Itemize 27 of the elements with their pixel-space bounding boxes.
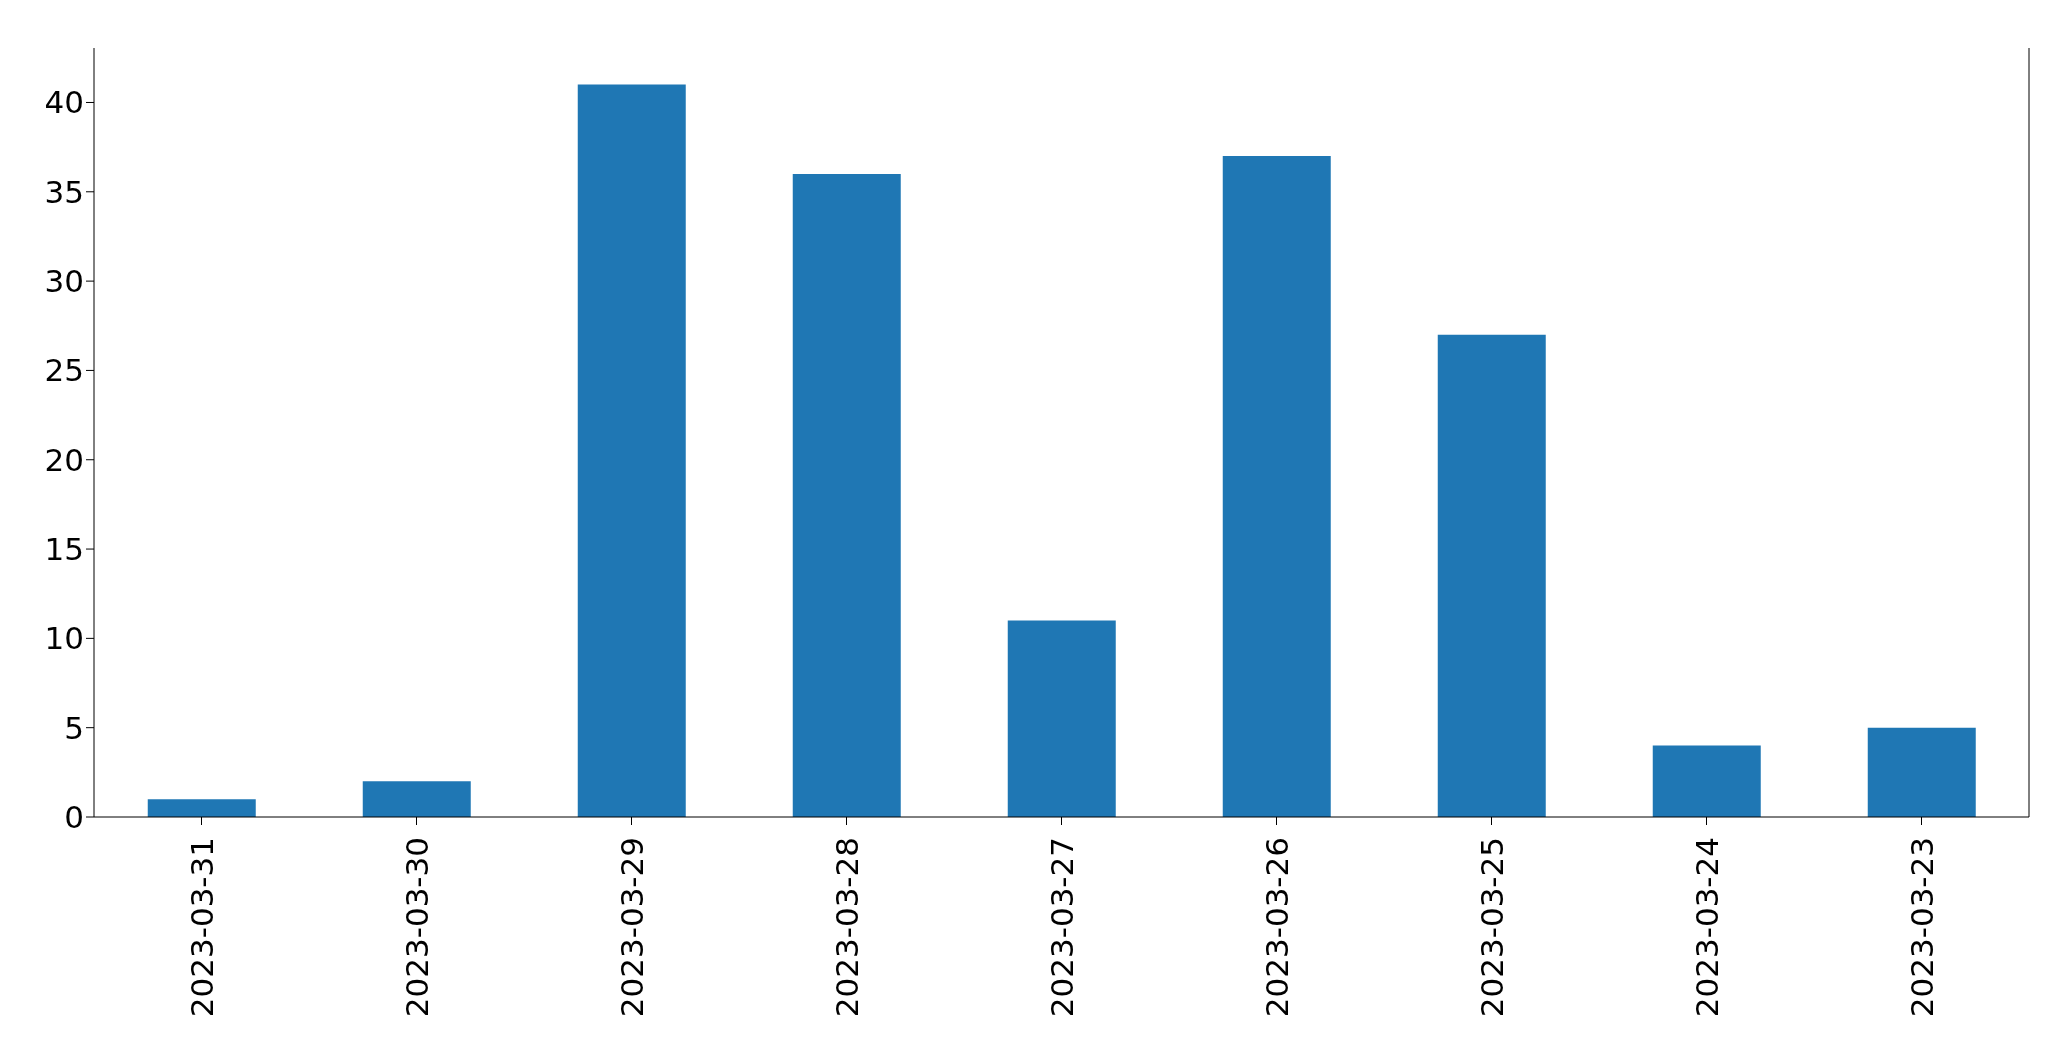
bar xyxy=(1437,334,1546,817)
bar xyxy=(362,781,471,817)
x-tick-label: 2023-03-24 xyxy=(1688,837,1725,1018)
y-tick-label: 25 xyxy=(44,352,84,389)
bar xyxy=(1222,156,1331,817)
bar xyxy=(147,799,256,817)
y-tick-label: 40 xyxy=(44,84,84,121)
y-tick-label: 35 xyxy=(44,173,84,210)
y-tick-label: 15 xyxy=(44,531,84,568)
x-tick-label: 2023-03-29 xyxy=(613,837,650,1018)
y-tick-label: 20 xyxy=(44,441,84,478)
bar xyxy=(1007,620,1116,817)
x-tick-label: 2023-03-27 xyxy=(1043,837,1080,1018)
x-tick-label: 2023-03-25 xyxy=(1473,837,1510,1018)
x-tick-label: 2023-03-30 xyxy=(398,837,435,1018)
bar xyxy=(1652,745,1761,817)
x-tick-label: 2023-03-23 xyxy=(1903,837,1940,1018)
bar xyxy=(577,84,686,817)
y-tick-label: 30 xyxy=(44,263,84,300)
x-tick-label: 2023-03-31 xyxy=(183,837,220,1018)
y-tick-label: 10 xyxy=(44,620,84,657)
y-tick-label: 0 xyxy=(64,799,84,836)
bar xyxy=(792,173,901,817)
x-tick-label: 2023-03-26 xyxy=(1258,837,1295,1018)
y-tick-label: 5 xyxy=(64,709,84,746)
bar xyxy=(1867,727,1976,817)
x-tick-label: 2023-03-28 xyxy=(828,837,865,1018)
